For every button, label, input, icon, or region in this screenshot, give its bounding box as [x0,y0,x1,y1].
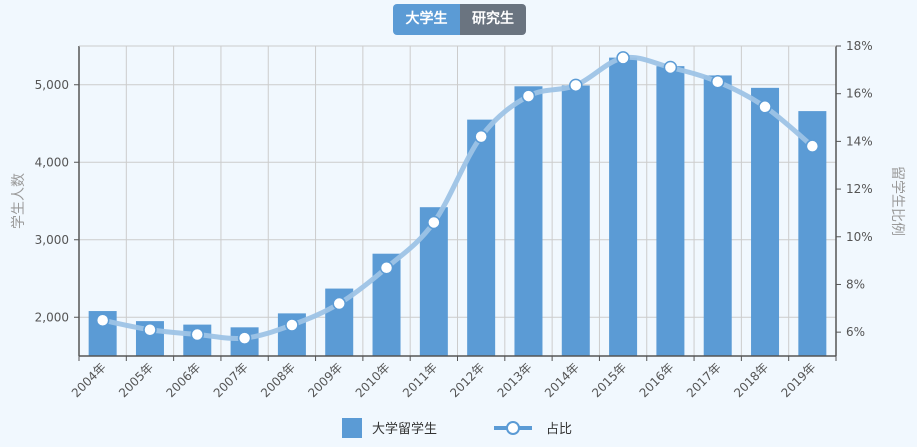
axes [74,45,841,361]
ratio-point[interactable] [710,75,725,89]
y-tick-labels: 2,000 3,000 4,000 5,000 [35,78,69,325]
bar[interactable] [561,85,590,357]
x-tick-label: 2006年 [163,360,203,400]
x-tick-label: 2007年 [211,360,251,400]
x-tick-label: 2017年 [684,360,724,400]
bar[interactable] [751,87,780,356]
legend-line-label[interactable]: 占比 [546,422,572,437]
y-right-tick-labels: 6% 8% 10% 12% 14% 16% 18% [846,39,873,339]
ratio-point[interactable] [758,100,772,114]
ratio-point[interactable] [616,51,630,65]
legend: 大学留学生 占比 [342,418,572,438]
x-tick-label: 2018年 [731,360,771,400]
ratio-point[interactable] [143,323,157,337]
bar[interactable] [656,66,685,357]
ratio-line-layer [95,51,820,345]
y-right-tick-label: 6% [846,325,865,339]
x-tick-label: 2016年 [637,360,677,400]
bar[interactable] [467,119,496,356]
ratio-point[interactable] [474,129,488,144]
ratio-point[interactable] [521,89,536,103]
ratio-point[interactable] [285,318,299,332]
y-right-tick-label: 18% [846,39,873,53]
ratio-point[interactable] [427,215,441,230]
ratio-point[interactable] [237,331,252,345]
legend-line-marker [506,421,520,435]
ratio-point[interactable] [805,139,820,153]
x-tick-label: 2013年 [495,360,535,400]
x-tick-label: 2014年 [542,360,582,400]
ratio-point[interactable] [663,60,678,75]
x-tick-label: 2004年 [69,360,109,400]
x-tick-label: 2012年 [447,360,487,400]
bar[interactable] [703,75,732,356]
ratio-point[interactable] [95,313,110,327]
y-tick-label: 5,000 [35,78,69,92]
ratio-point[interactable] [379,261,394,275]
bar[interactable] [514,86,543,357]
y-right-tick-label: 8% [846,277,865,291]
y-right-tick-label: 14% [846,134,873,148]
ratio-line [102,54,814,341]
x-tick-label: 2008年 [258,360,298,400]
x-tick-labels: 2004年 2005年 2006年 2007年 2008年 2009年 2010年 2011年… [69,360,819,400]
ratio-point[interactable] [332,296,346,311]
y-right-tick-label: 10% [846,230,873,244]
y-tick-label: 2,000 [35,310,69,324]
x-tick-label: 2011年 [400,360,440,400]
x-tick-label: 2005年 [116,360,156,400]
legend-bar-swatch[interactable] [342,418,362,438]
x-tick-label: 2019年 [778,360,818,400]
y-right-axis-title: 留学生比例 [889,166,905,236]
series-toggle: 大学生 研究生 [393,4,526,35]
bar[interactable] [419,207,448,356]
undergraduate-button[interactable]: 大学生 [393,4,460,35]
x-tick-label: 2009年 [305,360,345,400]
legend-bar-label[interactable]: 大学留学生 [372,421,437,437]
y-tick-label: 3,000 [35,233,69,247]
x-tick-label: 2010年 [353,360,393,400]
graduate-button[interactable]: 研究生 [460,4,526,35]
ratio-point[interactable] [569,78,583,93]
y-right-tick-label: 12% [846,182,873,196]
x-tick-label: 2015年 [589,360,629,400]
ratio-point[interactable] [190,327,205,342]
bar[interactable] [609,57,638,356]
y-tick-label: 4,000 [35,155,69,169]
y-axis-title: 学生人数 [11,173,27,229]
y-right-tick-label: 16% [846,87,873,101]
